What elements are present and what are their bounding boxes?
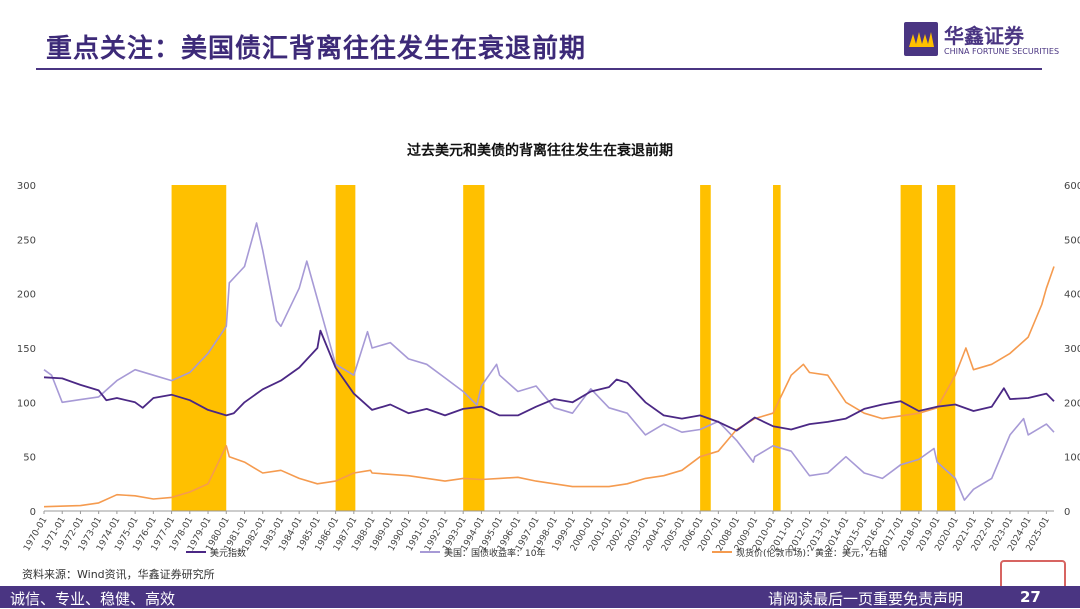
y-right-tick-label: 300 <box>1064 344 1080 355</box>
logo-mark-icon <box>904 22 938 56</box>
series-line <box>43 329 1055 432</box>
y-right-tick-label: 100 <box>1064 453 1080 464</box>
legend-label: 美国：国债收益率：10年 <box>444 547 545 559</box>
y-right-tick-label: 400 <box>1064 290 1080 301</box>
legend-label: 美元指数 <box>210 547 246 559</box>
company-logo: 华鑫证券 CHINA FORTUNE SECURITIES <box>904 20 1059 60</box>
recession-band <box>171 185 227 511</box>
y-left-tick-label: 150 <box>17 344 36 355</box>
recession-band <box>335 185 356 511</box>
page-number: 27 <box>1020 588 1041 606</box>
logo-name-en: CHINA FORTUNE SECURITIES <box>944 47 1060 56</box>
y-left-tick-label: 250 <box>17 235 36 246</box>
disclaimer-link[interactable]: 请阅读最后一页重要免责声明 <box>768 590 964 608</box>
legend-label: 现货价(伦敦市场)：黄金：美元，右轴 <box>736 547 887 559</box>
y-left-tick-label: 300 <box>17 181 36 192</box>
footer-slogan: 诚信、专业、稳健、高效 <box>10 590 176 608</box>
y-left-tick-label: 0 <box>30 507 36 518</box>
data-source-note: 资料来源：Wind资讯，华鑫证券研究所 <box>22 568 215 581</box>
y-right-tick-label: 600 <box>1064 181 1080 192</box>
footer-bar: 诚信、专业、稳健、高效 请阅读最后一页重要免责声明 27 <box>0 586 1080 608</box>
recession-band <box>463 185 485 511</box>
chart-title: 过去美元和美债的背离往往发生在衰退前期 <box>407 142 673 159</box>
line-chart: 过去美元和美债的背离往往发生在衰退前期 0 50 100 150 200 250 300 0 10… <box>17 142 1080 559</box>
y-right-tick-label: 0 <box>1064 507 1070 518</box>
recession-band <box>773 185 781 511</box>
series-line <box>43 222 1055 501</box>
y-left-tick-label: 200 <box>17 290 36 301</box>
logo-name-cn: 华鑫证券 <box>944 24 1024 48</box>
title-divider <box>36 68 1042 70</box>
y-left-tick-label: 50 <box>23 453 36 464</box>
y-left-tick-label: 100 <box>17 398 36 409</box>
y-right-tick-label: 200 <box>1064 398 1080 409</box>
page-title: 重点关注：美国债汇背离往往发生在衰退前期 <box>46 34 587 64</box>
series-line <box>43 266 1055 508</box>
recession-band <box>937 185 956 511</box>
y-right-tick-label: 500 <box>1064 235 1080 246</box>
recession-band <box>700 185 711 511</box>
recession-band <box>900 185 922 511</box>
